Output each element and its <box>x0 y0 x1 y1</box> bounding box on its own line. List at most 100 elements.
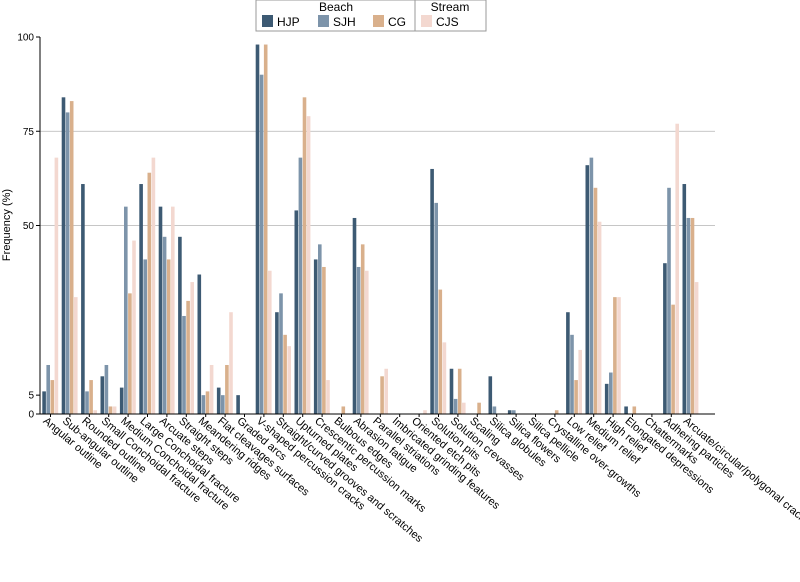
bar-cg-medium-conchoidal-fracture <box>128 293 132 414</box>
bar-cjs-adhering-particles <box>675 123 679 415</box>
bar-cjs-small-conchoidal-fracture <box>112 406 117 414</box>
bar-cg-elongated-depressions <box>632 406 637 414</box>
bar-sjh-small-conchoidal-fracture <box>104 364 109 414</box>
bar-cg-straight-steps <box>186 300 190 414</box>
bar-cjs-crescentic-percussion-marks <box>326 380 330 414</box>
bar-cjs-oriented-etch-pits <box>423 410 427 414</box>
bar-sjh-arcuate-circular-polygonal-cracks <box>686 217 691 414</box>
bar-sjh-v-shaped-percussion-cracks <box>259 74 264 414</box>
bar-sjh-medium-relief <box>589 157 594 414</box>
bar-cjs-flat-cleavages-surfaces <box>229 312 233 414</box>
legend-label-hjp: HJP <box>277 15 300 29</box>
legend-label-cjs: CJS <box>436 15 459 29</box>
bar-cg-abrasion-fatigue <box>360 244 365 414</box>
bars <box>42 44 699 415</box>
bar-sjh-solution-crevasses <box>453 398 458 414</box>
legend-swatch-sjh <box>318 15 329 27</box>
bar-cg-high-relief <box>613 297 617 414</box>
y-tick-label-0: 0 <box>28 410 34 421</box>
bar-cjs-high-relief <box>617 297 621 414</box>
bar-hjp-medium-relief <box>585 165 590 414</box>
bar-hjp-angular-outline <box>42 391 46 414</box>
bar-cjs-upturned-plates <box>306 116 311 415</box>
bar-hjp-solution-pits <box>430 168 434 414</box>
bar-cjs-v-shaped-percussion-cracks <box>268 270 272 414</box>
bar-cg-arcuate-steps <box>166 259 171 414</box>
legend-label-cg: CG <box>388 15 406 29</box>
bar-cg-upturned-plates <box>302 97 307 414</box>
bar-hjp-meandering-ridges <box>197 274 202 414</box>
bar-hjp-arcuate-circular-polygonal-cracks <box>682 184 687 414</box>
bar-sjh-solution-pits <box>434 202 438 414</box>
bar-cjs-straight-steps <box>190 282 194 414</box>
bar-cjs-meandering-ridges <box>209 364 214 414</box>
y-axis-title: Frequency (%) <box>1 189 13 261</box>
bar-cg-sub-angular-outline <box>69 101 74 414</box>
bar-hjp-flat-cleavages-surfaces <box>216 387 221 414</box>
y-tick-label-75: 75 <box>23 127 35 138</box>
legend-swatch-cg <box>373 15 384 27</box>
bar-sjh-flat-cleavages-surfaces <box>221 395 225 414</box>
bar-cg-low-relief <box>574 380 578 414</box>
legend-label-sjh: SJH <box>333 15 356 29</box>
bar-cjs-medium-relief <box>597 221 602 414</box>
bar-cg-parallel-striations <box>380 376 384 414</box>
bar-sjh-arcuate-steps <box>162 236 167 414</box>
bar-sjh-crescentic-percussion-marks <box>318 244 322 414</box>
bar-hjp-solution-crevasses <box>449 368 454 414</box>
bar-cjs-straight-curved-grooves-and-scratches <box>287 346 291 414</box>
bar-hjp-rounded-outline <box>81 184 85 414</box>
bar-cjs-arcuate-steps <box>171 206 175 414</box>
legend-frame <box>255 0 487 32</box>
bar-cg-v-shaped-percussion-cracks <box>263 44 268 414</box>
bar-cjs-angular-outline <box>54 157 59 414</box>
bar-hjp-straight-steps <box>178 236 182 414</box>
legend: Beach Stream HJP SJH CG CJS <box>255 0 487 32</box>
bar-sjh-silica-flowers <box>512 410 516 414</box>
bar-hjp-medium-conchoidal-fracture <box>119 387 124 414</box>
legend-group-title-beach: Beach <box>319 0 353 14</box>
legend-items: HJP SJH CG CJS <box>262 15 459 29</box>
bar-cg-meandering-ridges <box>205 391 210 414</box>
bar-sjh-adhering-particles <box>667 187 671 414</box>
legend-swatch-cjs <box>421 15 432 27</box>
bar-hjp-adhering-particles <box>663 263 667 414</box>
y-ticks: 0 5 50 75 100 <box>17 33 40 421</box>
bar-cg-crescentic-percussion-marks <box>322 266 326 414</box>
bar-cjs-solution-pits <box>442 342 447 414</box>
bar-sjh-low-relief <box>570 334 574 414</box>
bar-cjs-medium-conchoidal-fracture <box>132 240 136 414</box>
bar-sjh-high-relief <box>609 372 613 414</box>
bar-cg-medium-relief <box>593 187 598 414</box>
bar-hjp-v-shaped-percussion-cracks <box>255 44 260 414</box>
bar-cjs-arcuate-circular-polygonal-cracks <box>694 282 699 414</box>
bar-cg-large-conchoidal-fracture <box>147 172 152 414</box>
bar-hjp-large-conchoidal-fracture <box>139 184 143 414</box>
bar-hjp-high-relief <box>604 383 609 414</box>
bar-sjh-meandering-ridges <box>201 395 206 414</box>
bar-sjh-silica-globules <box>492 406 497 414</box>
bar-cjs-solution-crevasses <box>462 402 466 414</box>
bar-sjh-abrasion-fatigue <box>356 266 361 414</box>
bar-cg-rounded-outline <box>89 380 93 414</box>
bar-sjh-rounded-outline <box>85 391 89 414</box>
bar-hjp-silica-globules <box>488 376 493 414</box>
legend-group-title-stream: Stream <box>431 0 470 14</box>
bar-hjp-small-conchoidal-fracture <box>100 376 105 414</box>
bar-cjs-sub-angular-outline <box>74 297 78 414</box>
bar-cg-solution-crevasses <box>457 368 462 414</box>
bar-cg-small-conchoidal-fracture <box>108 406 113 414</box>
bar-cjs-abrasion-fatigue <box>365 270 369 414</box>
bar-hjp-straight-curved-grooves-and-scratches <box>275 312 279 414</box>
bar-cjs-parallel-striations <box>384 368 388 414</box>
bar-cg-scaling <box>477 402 481 414</box>
bar-cjs-large-conchoidal-fracture <box>151 157 156 414</box>
bar-sjh-straight-curved-grooves-and-scratches <box>279 293 283 414</box>
bar-hjp-elongated-depressions <box>624 406 628 414</box>
bar-hjp-upturned-plates <box>294 210 299 414</box>
bar-sjh-upturned-plates <box>298 157 303 414</box>
bar-sjh-angular-outline <box>46 364 50 414</box>
bar-sjh-large-conchoidal-fracture <box>143 259 147 414</box>
